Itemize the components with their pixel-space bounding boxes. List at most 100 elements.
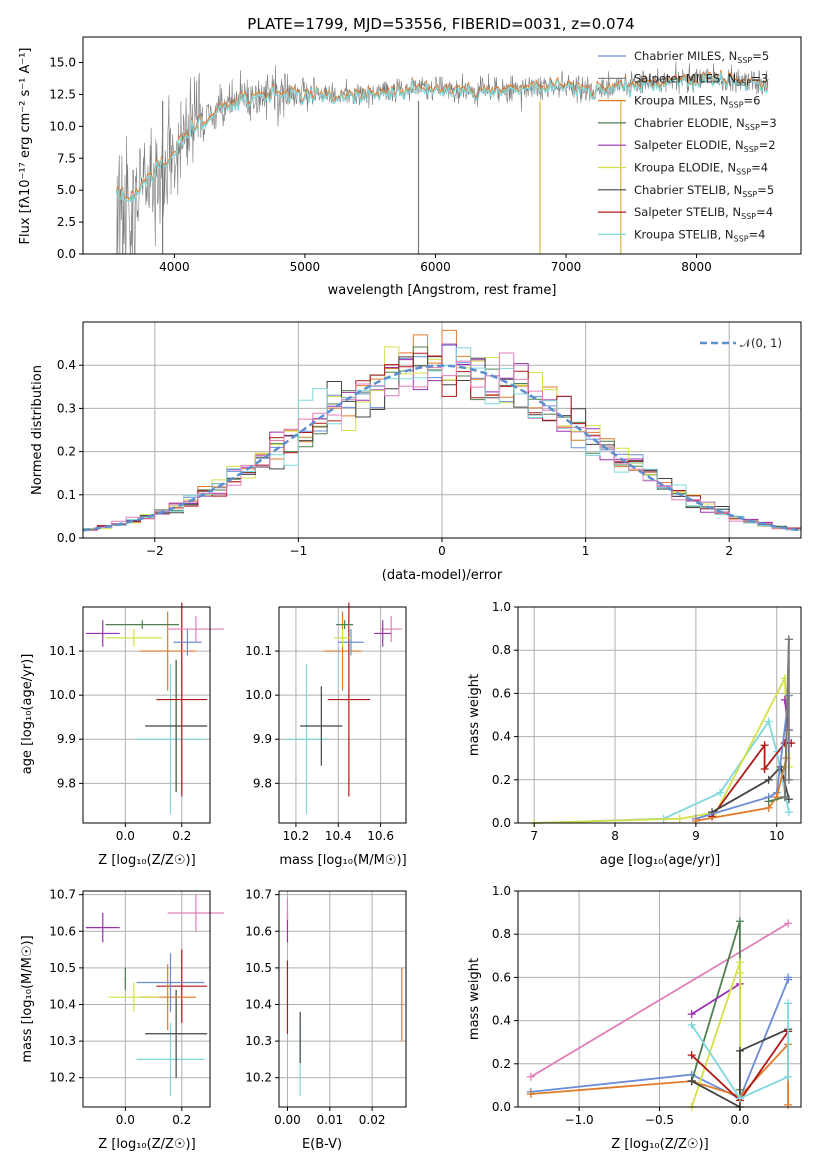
tick-label: 0.6 <box>492 686 511 700</box>
tick-label: 0.8 <box>492 643 511 657</box>
tick-label: 0.2 <box>492 773 511 787</box>
tick-label: 2.5 <box>57 215 76 229</box>
x-axis-label: (data-model)/error <box>382 568 503 583</box>
legend-label: Salpeter STELIB, NSSP=4 <box>634 205 773 221</box>
tick-label: 0.4 <box>57 358 76 372</box>
tick-label: −0.5 <box>645 1113 674 1127</box>
legend-label: Chabrier ELODIE, NSSP=3 <box>634 116 777 132</box>
error-bar-point <box>85 912 120 943</box>
legend-subscript: SSP <box>736 168 751 177</box>
legend-subscript: SSP <box>741 212 756 221</box>
y-axis-label: mass [log₁₀(M/M☉)] <box>20 935 35 1062</box>
tick-label: 1.0 <box>492 600 511 614</box>
error-bar-point <box>136 664 205 815</box>
error-bar-point <box>136 953 205 1012</box>
tick-label: 0.1 <box>57 488 76 502</box>
tick-label: 10.1 <box>245 644 272 658</box>
x-axis-label: Z [log₁₀(Z/Z☉)] <box>98 853 195 868</box>
legend: Chabrier MILES, NSSP=5 Salpeter MILES, NS… <box>598 49 777 243</box>
point-marker <box>784 973 793 982</box>
tick-label: 0.0 <box>116 1113 135 1127</box>
tick-label: 7.5 <box>57 151 76 165</box>
tick-label: 0.0 <box>116 829 135 843</box>
tick-label: 10.1 <box>49 644 76 658</box>
legend-label: Chabrier MILES, NSSP=5 <box>634 49 769 65</box>
error-bar-point <box>108 982 160 1012</box>
y-axis-label: age [log₁₀(age/yr)] <box>20 654 35 775</box>
error-bar-point <box>167 615 225 643</box>
histogram-series <box>83 352 801 531</box>
point-marker <box>687 1077 696 1086</box>
point-marker <box>764 775 773 784</box>
series-line <box>690 962 741 1108</box>
y-axis-label: mass weight <box>467 674 482 756</box>
legend-value: =5 <box>757 183 774 197</box>
axes: 10.2 10.4 10.6 9.8 9.9 10.0 10.1 <box>245 602 407 843</box>
tick-label: 0.2 <box>172 829 191 843</box>
point-marker <box>784 919 793 928</box>
point-marker <box>735 917 744 926</box>
tick-label: 0.4 <box>492 1014 511 1028</box>
legend-subscript: SSP <box>736 78 751 87</box>
tick-label: 10.4 <box>325 829 352 843</box>
tick-label: 10.6 <box>367 829 394 843</box>
model-spectrum-line <box>115 72 769 203</box>
tick-label: 9.8 <box>57 776 76 790</box>
tick-label: 10.2 <box>245 1071 272 1085</box>
tick-label: 6000 <box>420 260 451 274</box>
legend-label: Kroupa ELODIE, NSSP=4 <box>634 161 768 177</box>
legend-value: =4 <box>749 227 766 241</box>
point-marker <box>764 717 773 726</box>
tick-label: 0.0 <box>57 247 76 261</box>
error-bar-point <box>145 989 208 1078</box>
tick-label: 0.02 <box>359 1113 386 1127</box>
legend-entry: Kroupa STELIB, NSSP=4 <box>598 227 765 243</box>
axes-frame <box>278 890 407 1108</box>
error-bar-point <box>156 949 208 1023</box>
tick-label: 9.8 <box>253 776 272 790</box>
legend-subscript: SSP <box>729 101 744 110</box>
legend-value: =3 <box>760 116 777 130</box>
error-bar-point <box>156 602 208 797</box>
tick-label: 0.0 <box>492 1100 511 1114</box>
tick-label: 0.2 <box>57 445 76 459</box>
error-bar-point <box>105 620 179 630</box>
legend-entry: Chabrier ELODIE, NSSP=3 <box>598 116 777 132</box>
legend-value: =5 <box>752 49 769 63</box>
error-bar-point <box>336 620 354 630</box>
error-bar-point <box>136 1022 205 1097</box>
tick-label: 1.0 <box>492 884 511 898</box>
tick-label: 0.3 <box>57 401 76 415</box>
point-marker <box>687 1051 696 1060</box>
chart-title: PLATE=1799, MJD=53556, FIBERID=0031, z=0… <box>247 15 634 33</box>
point-marker <box>735 969 744 978</box>
tick-label: 0 <box>438 544 446 558</box>
point-marker <box>760 765 769 773</box>
tick-label: 0.0 <box>492 816 511 830</box>
mass-vs-ebv-panel: E(B-V) 0.00 0.01 0.02 10.2 10.3 10.4 10.5 10.6 1… <box>245 888 407 1152</box>
point-marker <box>687 1010 696 1019</box>
error-bar-point <box>300 686 343 766</box>
mass-vs-metallicity-panel: Z [log₁₀(Z/Z☉)] mass [log₁₀(M/M☉)] 0.0 0.… <box>20 888 225 1152</box>
mass-weight-vs-age-panel: age [log₁₀(age/yr)] mass weight 7 8 9 10 0.0… <box>467 600 802 868</box>
legend-entry: Salpeter ELODIE, NSSP=2 <box>598 138 776 154</box>
tick-label: 10.7 <box>49 888 76 902</box>
axes: −1.0 −0.5 0.0 0.0 0.2 0.4 0.6 0.8 1.0 <box>492 884 802 1127</box>
point-marker <box>735 1094 744 1103</box>
legend-subscript: SSP <box>737 56 752 65</box>
x-axis-label: wavelength [Angstrom, rest frame] <box>328 283 557 298</box>
point-marker <box>735 1046 744 1055</box>
tick-label: 10.3 <box>49 1034 76 1048</box>
legend-subscript: SSP <box>742 190 757 199</box>
residual-histogram-panel: −2 −1 0 1 2 0.0 0.1 0.2 0.3 0.4 𝒩(0, 1) (data-mod… <box>30 321 802 583</box>
point-marker <box>784 635 793 644</box>
tick-label: 10.0 <box>49 688 76 702</box>
axes-frame <box>517 606 802 824</box>
point-marker <box>687 1020 696 1029</box>
spectrum-panel: PLATE=1799, MJD=53556, FIBERID=0031, z=0… <box>18 15 802 298</box>
series-line <box>530 922 789 1078</box>
legend-entry: Salpeter MILES, NSSP=3 <box>598 71 768 87</box>
point-marker <box>764 797 773 806</box>
tick-label: 9.9 <box>57 732 76 746</box>
axes-frame <box>278 606 407 824</box>
